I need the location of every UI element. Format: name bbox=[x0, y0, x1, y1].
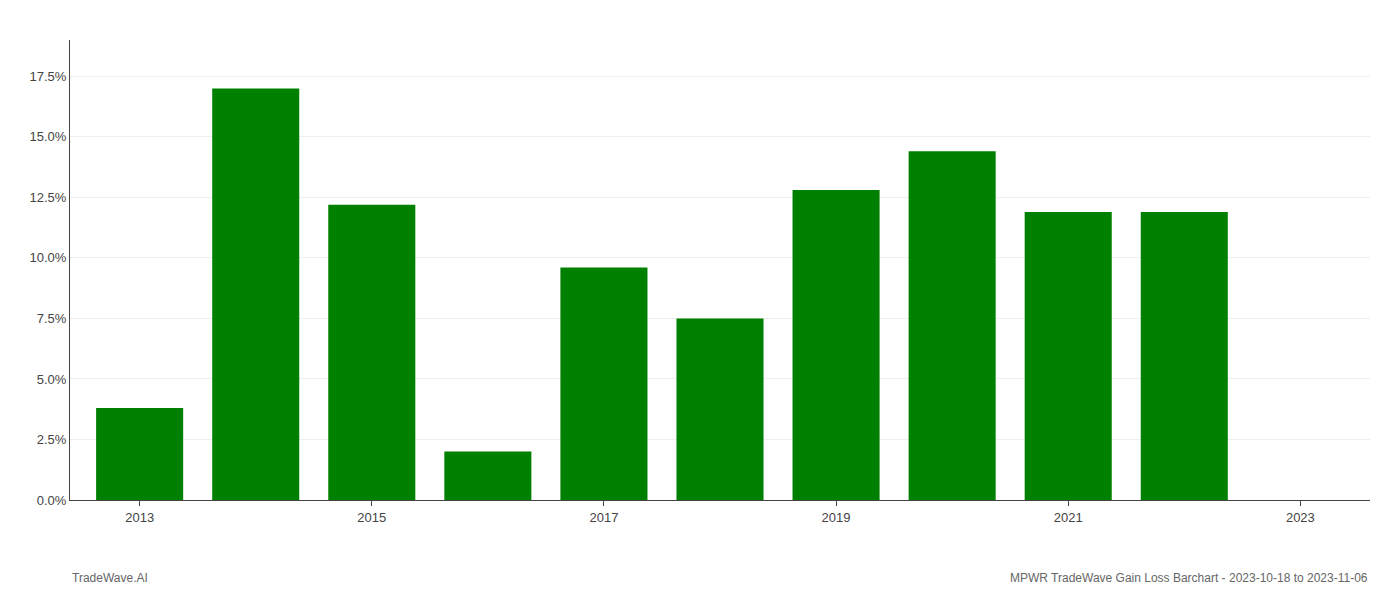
svg-text:MPWR TradeWave Gain Loss Barch: MPWR TradeWave Gain Loss Barchart - 2023… bbox=[1010, 571, 1368, 585]
svg-text:2.5%: 2.5% bbox=[37, 432, 67, 447]
svg-text:2015: 2015 bbox=[357, 510, 386, 525]
svg-text:2013: 2013 bbox=[125, 510, 154, 525]
svg-text:15.0%: 15.0% bbox=[30, 129, 67, 144]
svg-text:TradeWave.AI: TradeWave.AI bbox=[72, 571, 148, 585]
svg-text:7.5%: 7.5% bbox=[37, 311, 67, 326]
svg-text:17.5%: 17.5% bbox=[30, 69, 67, 84]
svg-text:0.0%: 0.0% bbox=[37, 493, 67, 508]
svg-text:10.0%: 10.0% bbox=[30, 250, 67, 265]
svg-text:5.0%: 5.0% bbox=[37, 372, 67, 387]
svg-text:2023: 2023 bbox=[1286, 510, 1315, 525]
svg-text:2021: 2021 bbox=[1054, 510, 1083, 525]
svg-text:2017: 2017 bbox=[589, 510, 618, 525]
svg-text:12.5%: 12.5% bbox=[30, 190, 67, 205]
svg-text:2019: 2019 bbox=[822, 510, 851, 525]
